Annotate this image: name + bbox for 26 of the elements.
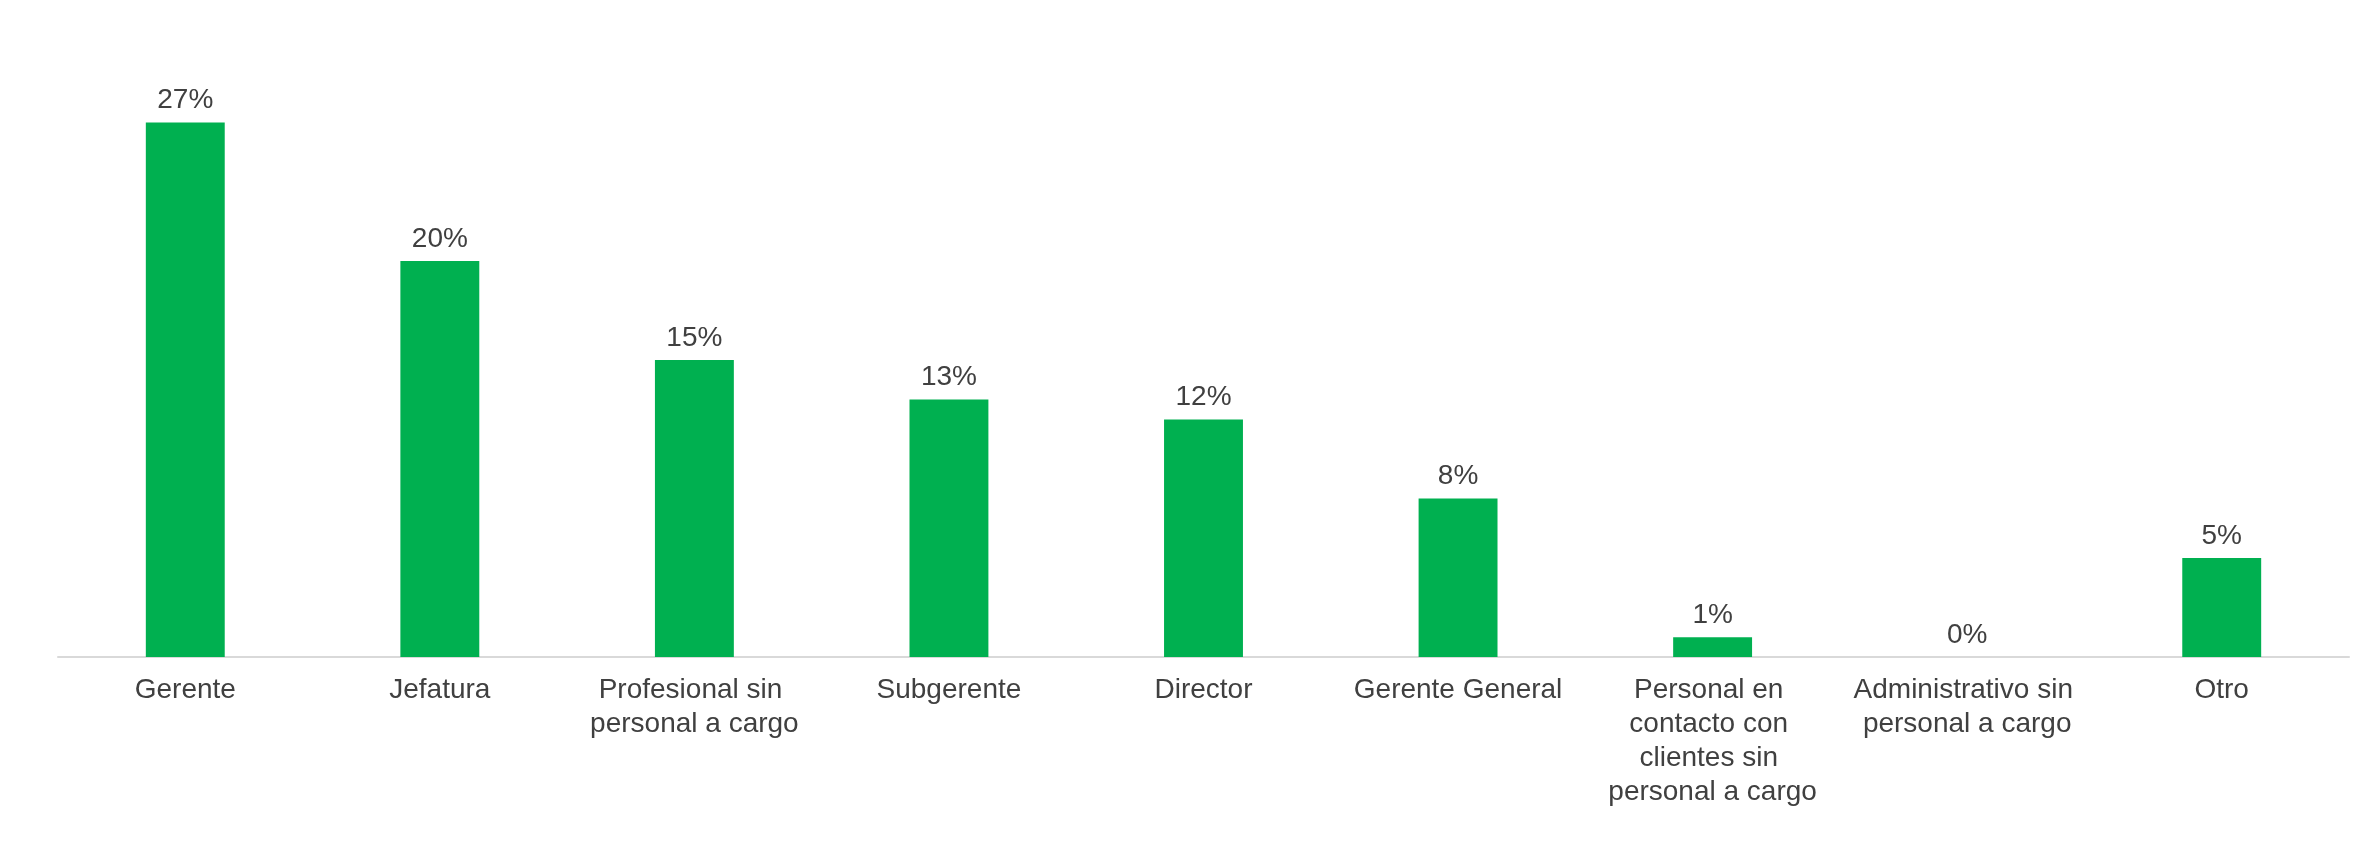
bar [400, 261, 480, 657]
x-tick-label: Gerente General [1353, 672, 1563, 704]
bar [145, 122, 225, 657]
x-tick-label: Jefatura [389, 672, 491, 704]
data-label: 1% [1692, 597, 1733, 629]
x-tick-label: Otro [2194, 672, 2249, 704]
data-label: 27% [157, 82, 214, 114]
x-tick-label: Personal en contacto con clientes sin personal a cargo [1608, 672, 1817, 806]
x-tick-label: Profesional sin personal a cargo [590, 672, 799, 738]
data-label: 5% [2201, 518, 2242, 550]
bar [2182, 558, 2262, 657]
data-label: 15% [666, 320, 723, 352]
x-tick-label: Director [1154, 672, 1253, 704]
bar [1164, 419, 1243, 657]
data-label: 20% [411, 221, 468, 253]
bar [654, 360, 734, 657]
x-tick-label: Gerente [134, 672, 236, 704]
bar [909, 399, 989, 657]
data-label: 12% [1175, 379, 1232, 411]
bar [1418, 498, 1498, 657]
data-label: 13% [920, 360, 977, 392]
x-tick-label: Administrativo sin personal a cargo [1853, 672, 2081, 738]
data-label: 8% [1437, 459, 1479, 491]
x-tick-label: Subgerente [876, 672, 1022, 704]
bar [1673, 637, 1753, 657]
data-label: 0% [1946, 617, 1988, 649]
